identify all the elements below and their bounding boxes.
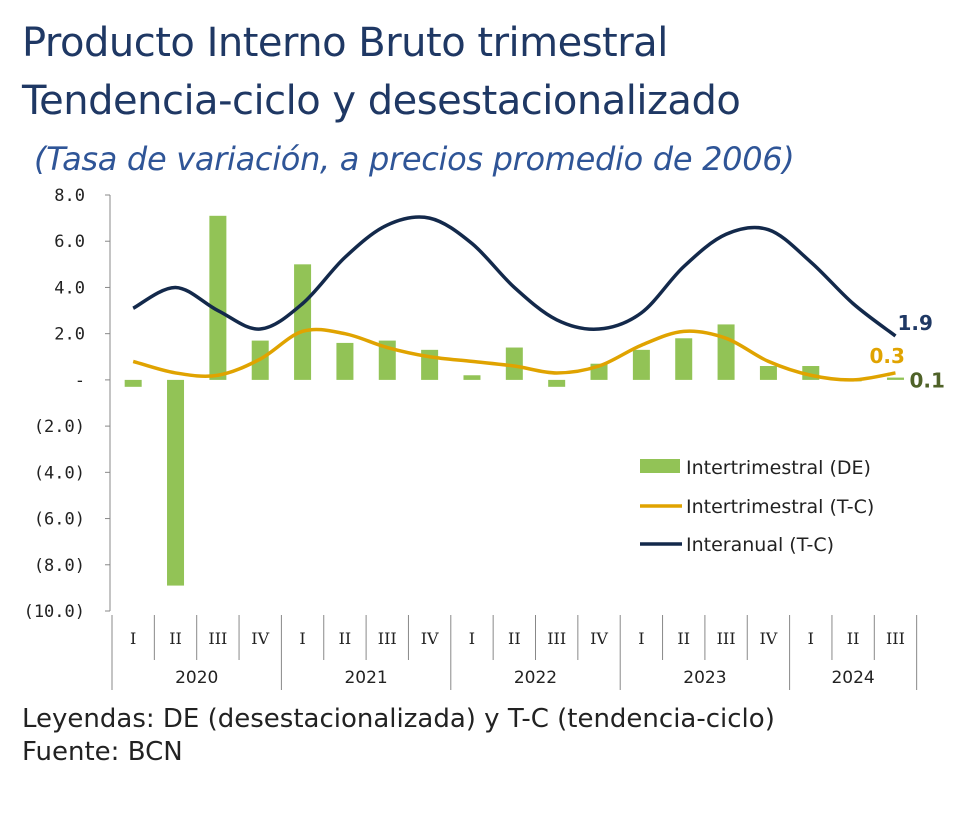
- x-tick-label: II: [339, 629, 352, 648]
- x-tick-label: IV: [590, 629, 608, 648]
- y-tick-label: 4.0: [54, 278, 85, 298]
- x-tick-label: I: [808, 629, 814, 648]
- series-line-intertrimestral-tc: [132, 327, 896, 382]
- year-label: 2024: [831, 668, 874, 688]
- chart-title-line2: Tendencia-ciclo y desestacionalizado: [22, 78, 741, 124]
- bar: [463, 375, 481, 380]
- x-tick-label: III: [886, 629, 905, 648]
- y-tick-label: (10.0): [24, 602, 85, 622]
- end-value-label: 0.1: [909, 369, 944, 393]
- x-tick-label: III: [717, 629, 736, 648]
- year-label: 2023: [683, 668, 726, 688]
- end-value-label: 0.3: [869, 344, 904, 368]
- y-tick-label: (6.0): [34, 510, 85, 530]
- bar: [886, 377, 904, 380]
- end-value-label: 1.9: [897, 311, 932, 335]
- x-tick-label: I: [299, 629, 305, 648]
- chart: 8.0 6.0 4.0 2.0 - (2.0) (4.0) (6.0) (8.0) (10.0) 1…: [24, 186, 945, 690]
- x-tick-label: IV: [759, 629, 777, 648]
- bar: [632, 349, 650, 380]
- x-tick-label: I: [130, 629, 136, 648]
- chart-subtitle: (Tasa de variación, a precios promedio d…: [34, 140, 795, 178]
- x-tick-label: IV: [421, 629, 439, 648]
- bar: [675, 338, 693, 380]
- bar: [505, 347, 523, 380]
- bar: [759, 366, 777, 380]
- x-tick-label: II: [677, 629, 690, 648]
- y-tick-label: -: [75, 371, 85, 391]
- bar: [167, 379, 185, 586]
- footnote: Leyendas: DE (desestacionalizada) y T-C …: [22, 704, 775, 734]
- bar: [336, 342, 354, 380]
- chart-title-line1: Producto Interno Bruto trimestral: [22, 20, 668, 66]
- bar: [548, 379, 566, 387]
- legend-label: Intertrimestral (T-C): [686, 496, 874, 518]
- x-tick-label: IV: [251, 629, 269, 648]
- y-tick-label: 6.0: [54, 232, 85, 252]
- y-tick-label: (4.0): [34, 463, 85, 483]
- y-tick-label: (2.0): [34, 417, 85, 437]
- legend-label: Interanual (T-C): [686, 534, 834, 556]
- bar: [209, 215, 227, 380]
- legend-label: Intertrimestral (DE): [686, 457, 871, 479]
- x-tick-label: III: [208, 629, 227, 648]
- y-tick-label: 2.0: [54, 325, 85, 345]
- x-tick-label: II: [847, 629, 860, 648]
- x-tick-label: III: [547, 629, 566, 648]
- x-tick-label: II: [169, 629, 182, 648]
- x-tick-label: I: [469, 629, 475, 648]
- y-tick-label: 8.0: [54, 186, 85, 206]
- series-line-interanual-tc: [132, 215, 897, 338]
- source-note: Fuente: BCN: [22, 737, 183, 767]
- x-tick-label: II: [508, 629, 521, 648]
- bar: [717, 324, 735, 380]
- year-label: 2020: [175, 668, 218, 688]
- legend-swatch-bar: [640, 459, 680, 473]
- year-label: 2021: [344, 668, 387, 688]
- x-tick-label: I: [638, 629, 644, 648]
- year-label: 2022: [514, 668, 557, 688]
- bar: [124, 379, 142, 387]
- x-tick-label: III: [378, 629, 397, 648]
- bar: [294, 264, 312, 380]
- y-tick-label: (8.0): [34, 556, 85, 576]
